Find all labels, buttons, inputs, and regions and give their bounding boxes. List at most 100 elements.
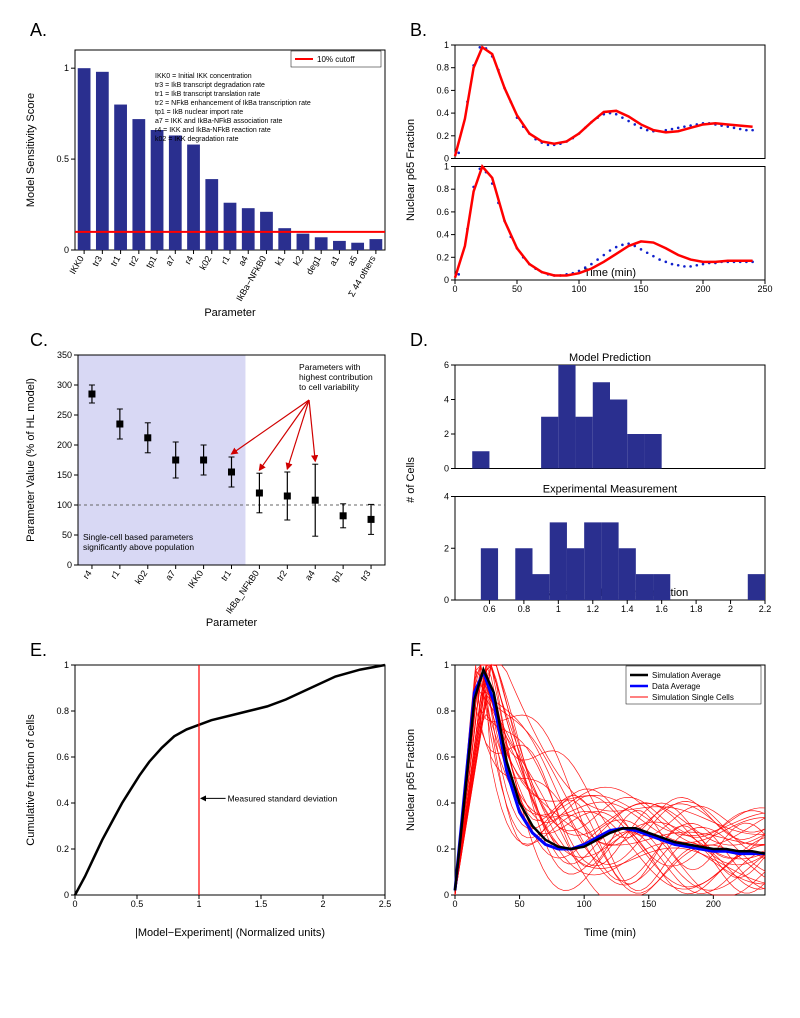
svg-text:r4 = IKK and IkBa-NFkB reacti: r4 = IKK and IkBa-NFkB reaction rate: [155, 127, 271, 134]
svg-text:0.6: 0.6: [436, 85, 449, 95]
svg-text:a7: a7: [163, 254, 177, 268]
svg-text:1: 1: [196, 899, 201, 909]
svg-text:0.8: 0.8: [56, 706, 69, 716]
svg-text:0.8: 0.8: [436, 706, 449, 716]
svg-text:Parameter Value (% of HL model: Parameter Value (% of HL model): [25, 378, 37, 542]
svg-text:tr2: tr2: [127, 254, 141, 268]
svg-text:1.8: 1.8: [690, 604, 703, 614]
svg-text:Single-cell based parameters: Single-cell based parameters: [83, 532, 193, 542]
svg-text:0: 0: [67, 560, 72, 570]
chart-e: 00.20.40.60.8100.511.522.5|Model−Experim…: [20, 640, 400, 940]
panel-c-label: C.: [30, 330, 48, 351]
panel-d-label: D.: [410, 330, 428, 351]
svg-text:0.5: 0.5: [131, 899, 144, 909]
svg-text:k02: k02: [198, 254, 214, 272]
chart-a: 00.51ParameterModel Sensitivity ScoreIKK…: [20, 20, 400, 320]
svg-text:200: 200: [706, 899, 721, 909]
svg-text:50: 50: [512, 284, 522, 294]
svg-text:Experimental Measurement: Experimental Measurement: [543, 484, 678, 496]
svg-text:deg1: deg1: [304, 254, 323, 276]
svg-text:0: 0: [72, 899, 77, 909]
svg-text:150: 150: [633, 284, 648, 294]
svg-text:IKK0: IKK0: [186, 568, 205, 590]
svg-text:Simulation Single Cells: Simulation Single Cells: [652, 693, 734, 702]
svg-text:Parameters with: Parameters with: [299, 362, 361, 372]
svg-text:a7: a7: [163, 568, 177, 582]
svg-text:Data Average: Data Average: [652, 682, 701, 691]
svg-text:0: 0: [64, 890, 69, 900]
svg-text:highest contribution: highest contribution: [299, 372, 373, 382]
svg-text:150: 150: [641, 899, 656, 909]
svg-text:1.5: 1.5: [255, 899, 268, 909]
svg-text:0.2: 0.2: [436, 252, 449, 262]
svg-text:0.4: 0.4: [436, 798, 449, 808]
svg-text:0.5: 0.5: [56, 154, 69, 164]
svg-text:50: 50: [515, 899, 525, 909]
panel-e-label: E.: [30, 640, 47, 661]
svg-text:tr1: tr1: [219, 568, 233, 582]
svg-text:2: 2: [444, 429, 449, 439]
svg-text:200: 200: [57, 440, 72, 450]
svg-text:Cumulative fraction of cells: Cumulative fraction of cells: [25, 714, 37, 846]
svg-text:350: 350: [57, 350, 72, 360]
svg-text:r4: r4: [81, 568, 94, 580]
svg-text:a4: a4: [303, 568, 317, 582]
figure-grid: A. 00.51ParameterModel Sensitivity Score…: [20, 20, 780, 940]
chart-b: 00.20.40.60.8100.20.40.60.81050100150200…: [400, 20, 780, 320]
svg-text:1: 1: [444, 660, 449, 670]
svg-text:tp1: tp1: [144, 254, 159, 270]
svg-text:0.6: 0.6: [56, 752, 69, 762]
svg-text:k2: k2: [291, 254, 304, 267]
svg-text:100: 100: [571, 284, 586, 294]
svg-text:Parameter: Parameter: [204, 307, 256, 319]
svg-text:1.4: 1.4: [621, 604, 634, 614]
panel-b: B. 00.20.40.60.8100.20.40.60.81050100150…: [400, 20, 780, 320]
svg-text:|Model−Experiment| (Normalized: |Model−Experiment| (Normalized units): [135, 927, 325, 939]
svg-text:0: 0: [444, 890, 449, 900]
svg-text:tr2: tr2: [275, 568, 289, 582]
svg-text:a7 = IKK and IkBa-NFkB associa: a7 = IKK and IkBa-NFkB association rate: [155, 118, 283, 125]
svg-text:0: 0: [64, 245, 69, 255]
svg-text:IKK0 = Initial IKK concentrati: IKK0 = Initial IKK concentration: [155, 73, 252, 80]
svg-text:k02: k02: [133, 568, 150, 586]
svg-text:0.2: 0.2: [436, 844, 449, 854]
svg-text:1: 1: [64, 660, 69, 670]
svg-text:0: 0: [452, 284, 457, 294]
panel-f: F. 00.20.40.60.81050100150200Time (min)N…: [400, 640, 780, 940]
svg-text:0: 0: [444, 595, 449, 605]
svg-text:k1: k1: [273, 254, 286, 267]
svg-text:4: 4: [444, 395, 449, 405]
svg-text:0.4: 0.4: [56, 798, 69, 808]
svg-text:2.2: 2.2: [759, 604, 772, 614]
svg-text:0.8: 0.8: [436, 63, 449, 73]
panel-b-label: B.: [410, 20, 427, 41]
svg-text:IKK0: IKK0: [67, 254, 85, 276]
svg-text:0.6: 0.6: [436, 752, 449, 762]
svg-text:1: 1: [64, 63, 69, 73]
svg-text:r1: r1: [109, 568, 122, 580]
svg-text:1: 1: [556, 604, 561, 614]
svg-text:Simulation Average: Simulation Average: [652, 671, 721, 680]
svg-text:250: 250: [757, 284, 772, 294]
svg-text:0.6: 0.6: [436, 207, 449, 217]
panel-a-label: A.: [30, 20, 47, 41]
svg-text:100: 100: [57, 500, 72, 510]
svg-text:2: 2: [320, 899, 325, 909]
svg-text:4: 4: [444, 492, 449, 502]
panel-c: C. 050100150200250300350ParameterParamet…: [20, 330, 400, 630]
svg-text:0.4: 0.4: [436, 108, 449, 118]
panel-a: A. 00.51ParameterModel Sensitivity Score…: [20, 20, 400, 320]
svg-text:a5: a5: [346, 254, 360, 268]
chart-f: 00.20.40.60.81050100150200Time (min)Nucl…: [400, 640, 780, 940]
svg-text:1.2: 1.2: [587, 604, 600, 614]
svg-text:6: 6: [444, 360, 449, 370]
svg-text:0.4: 0.4: [436, 230, 449, 240]
svg-text:2.5: 2.5: [379, 899, 392, 909]
svg-text:tr1 = IkB transcript translati: tr1 = IkB transcript translation rate: [155, 91, 260, 98]
svg-text:0: 0: [444, 275, 449, 285]
svg-text:2: 2: [444, 543, 449, 553]
svg-text:Measured standard deviation: Measured standard deviation: [228, 793, 338, 803]
svg-text:0.6: 0.6: [483, 604, 496, 614]
chart-c: 050100150200250300350ParameterParameter …: [20, 330, 400, 630]
panel-d: D. Model Prediction0246Experimental Meas…: [400, 330, 780, 630]
